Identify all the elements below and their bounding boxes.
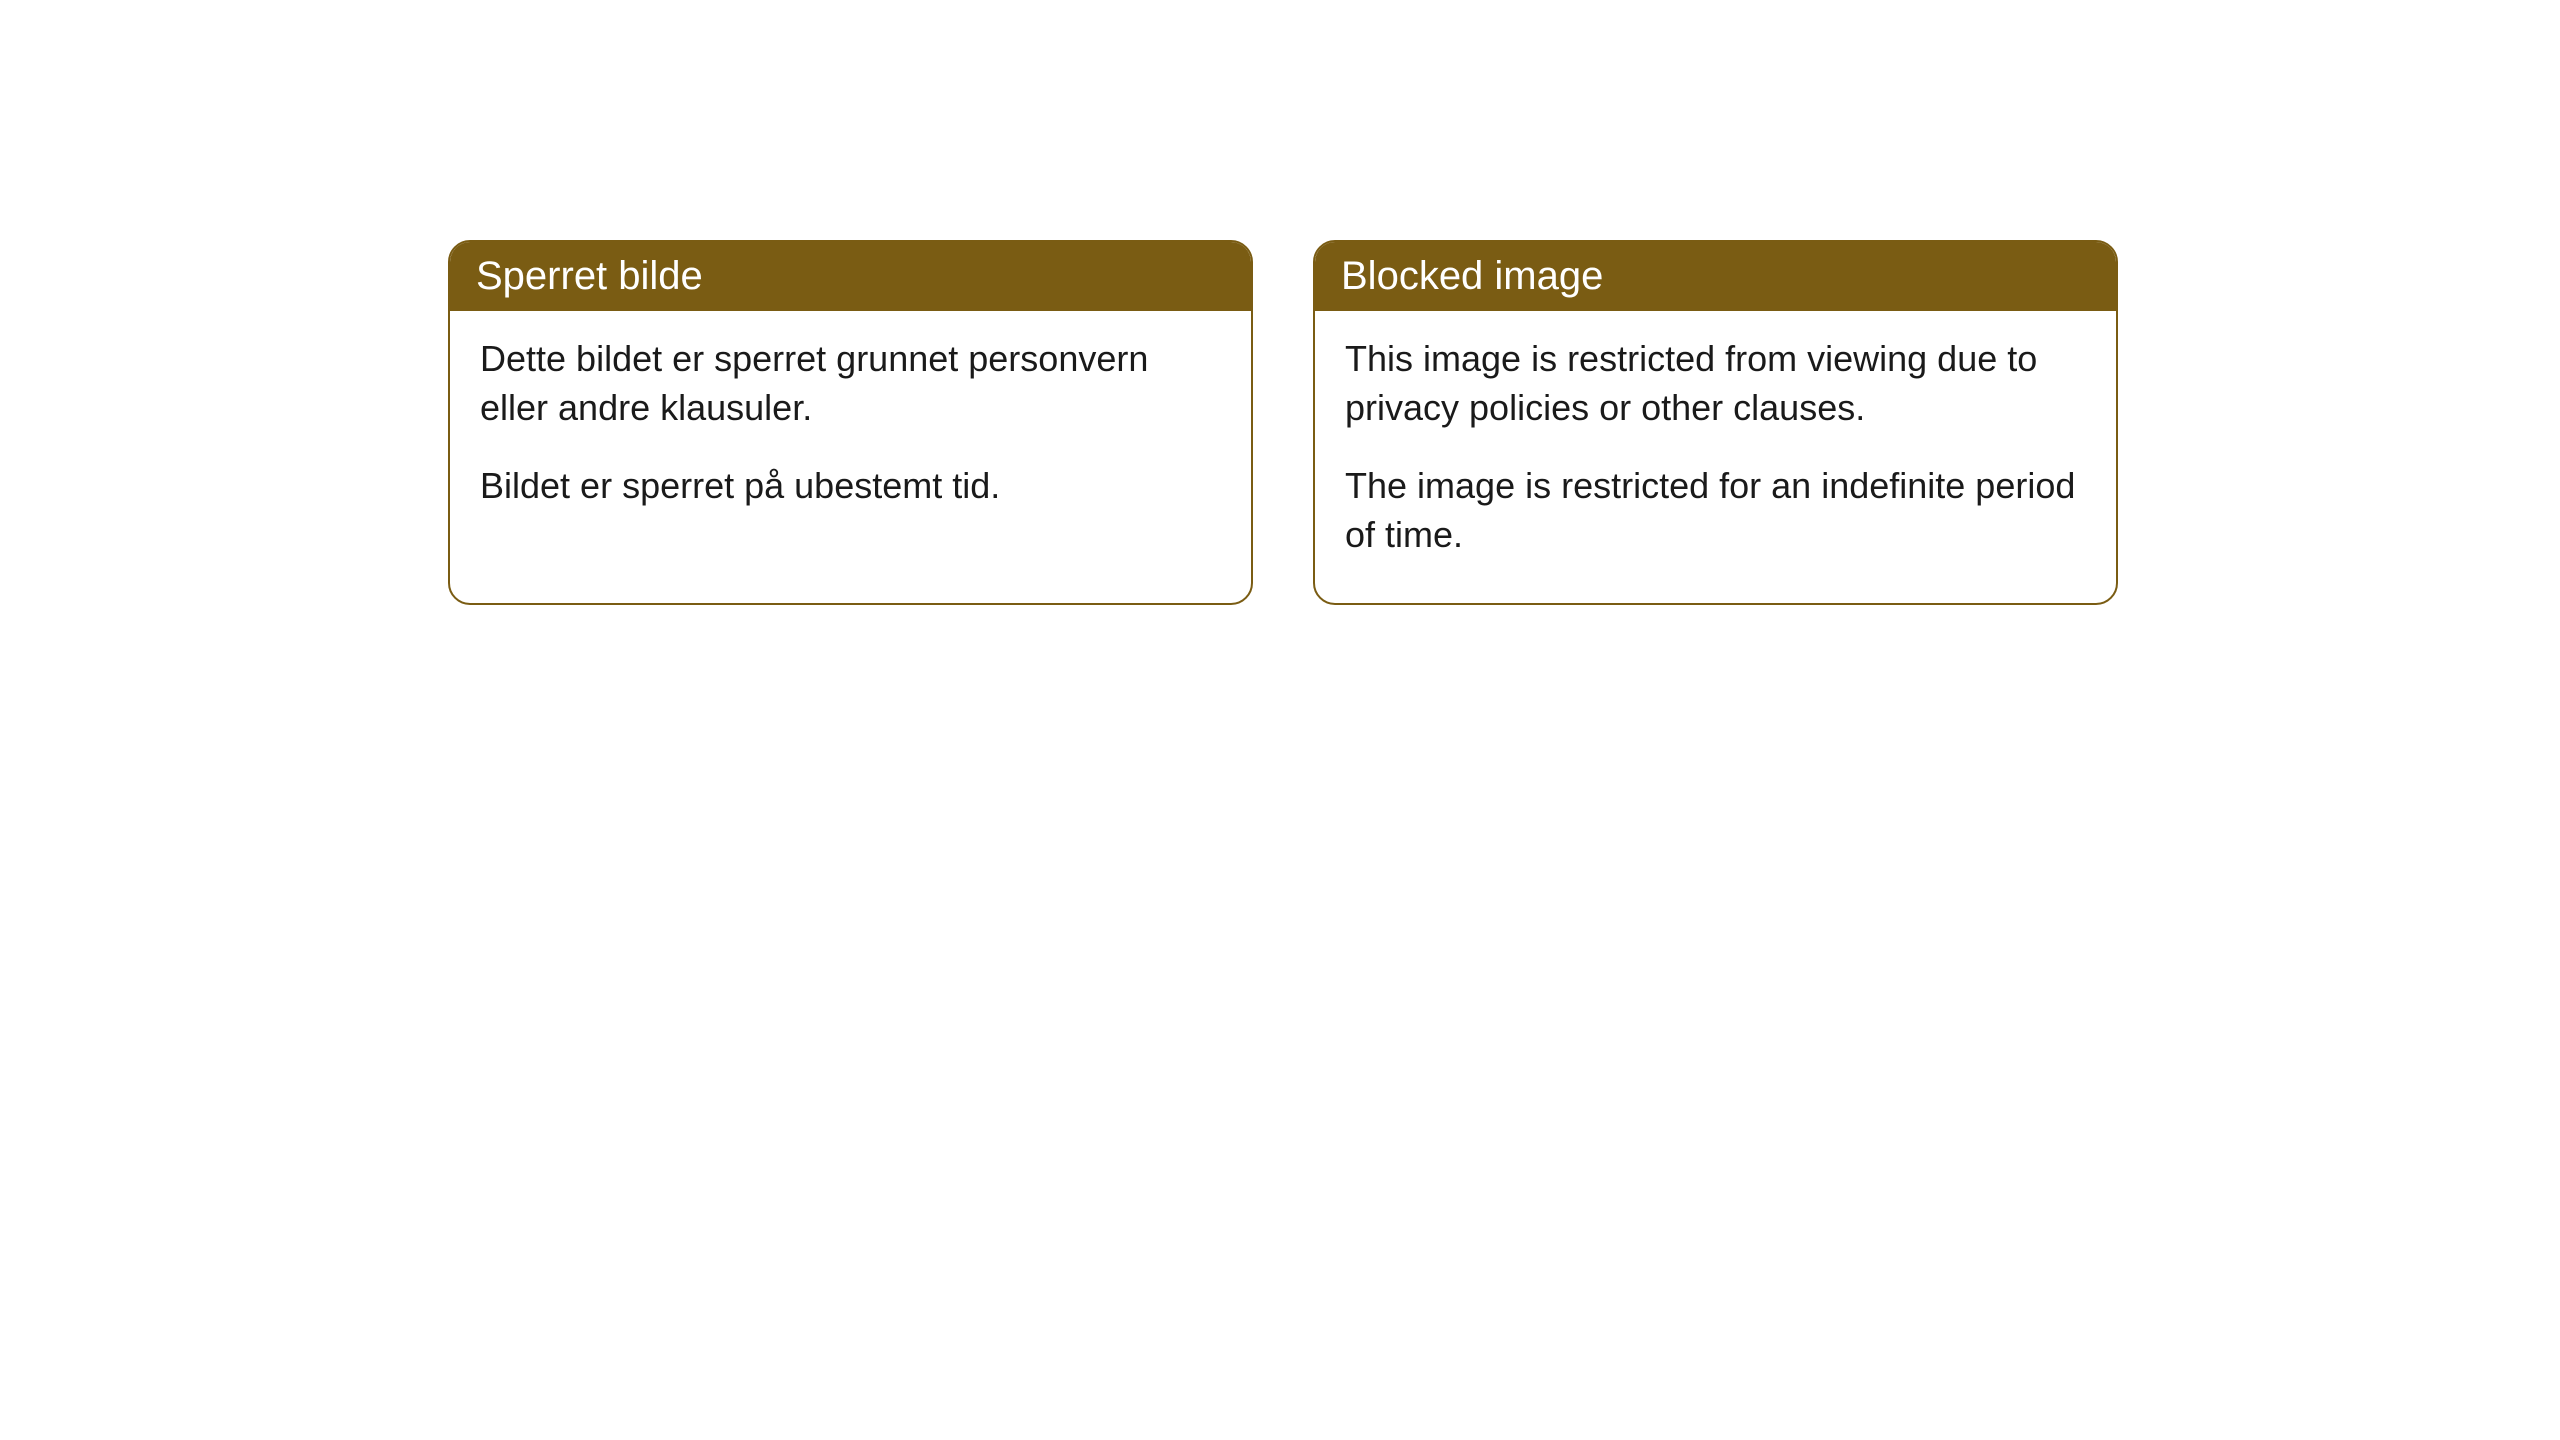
card-header: Blocked image [1315, 242, 2116, 311]
card-header: Sperret bilde [450, 242, 1251, 311]
notice-container: Sperret bilde Dette bildet er sperret gr… [0, 0, 2560, 605]
card-title: Sperret bilde [476, 254, 703, 298]
card-body: This image is restricted from viewing du… [1315, 311, 2116, 603]
card-title: Blocked image [1341, 254, 1603, 298]
card-paragraph: Bildet er sperret på ubestemt tid. [480, 462, 1221, 511]
notice-card-english: Blocked image This image is restricted f… [1313, 240, 2118, 605]
card-paragraph: Dette bildet er sperret grunnet personve… [480, 335, 1221, 432]
card-paragraph: The image is restricted for an indefinit… [1345, 462, 2086, 559]
card-paragraph: This image is restricted from viewing du… [1345, 335, 2086, 432]
card-body: Dette bildet er sperret grunnet personve… [450, 311, 1251, 555]
notice-card-norwegian: Sperret bilde Dette bildet er sperret gr… [448, 240, 1253, 605]
